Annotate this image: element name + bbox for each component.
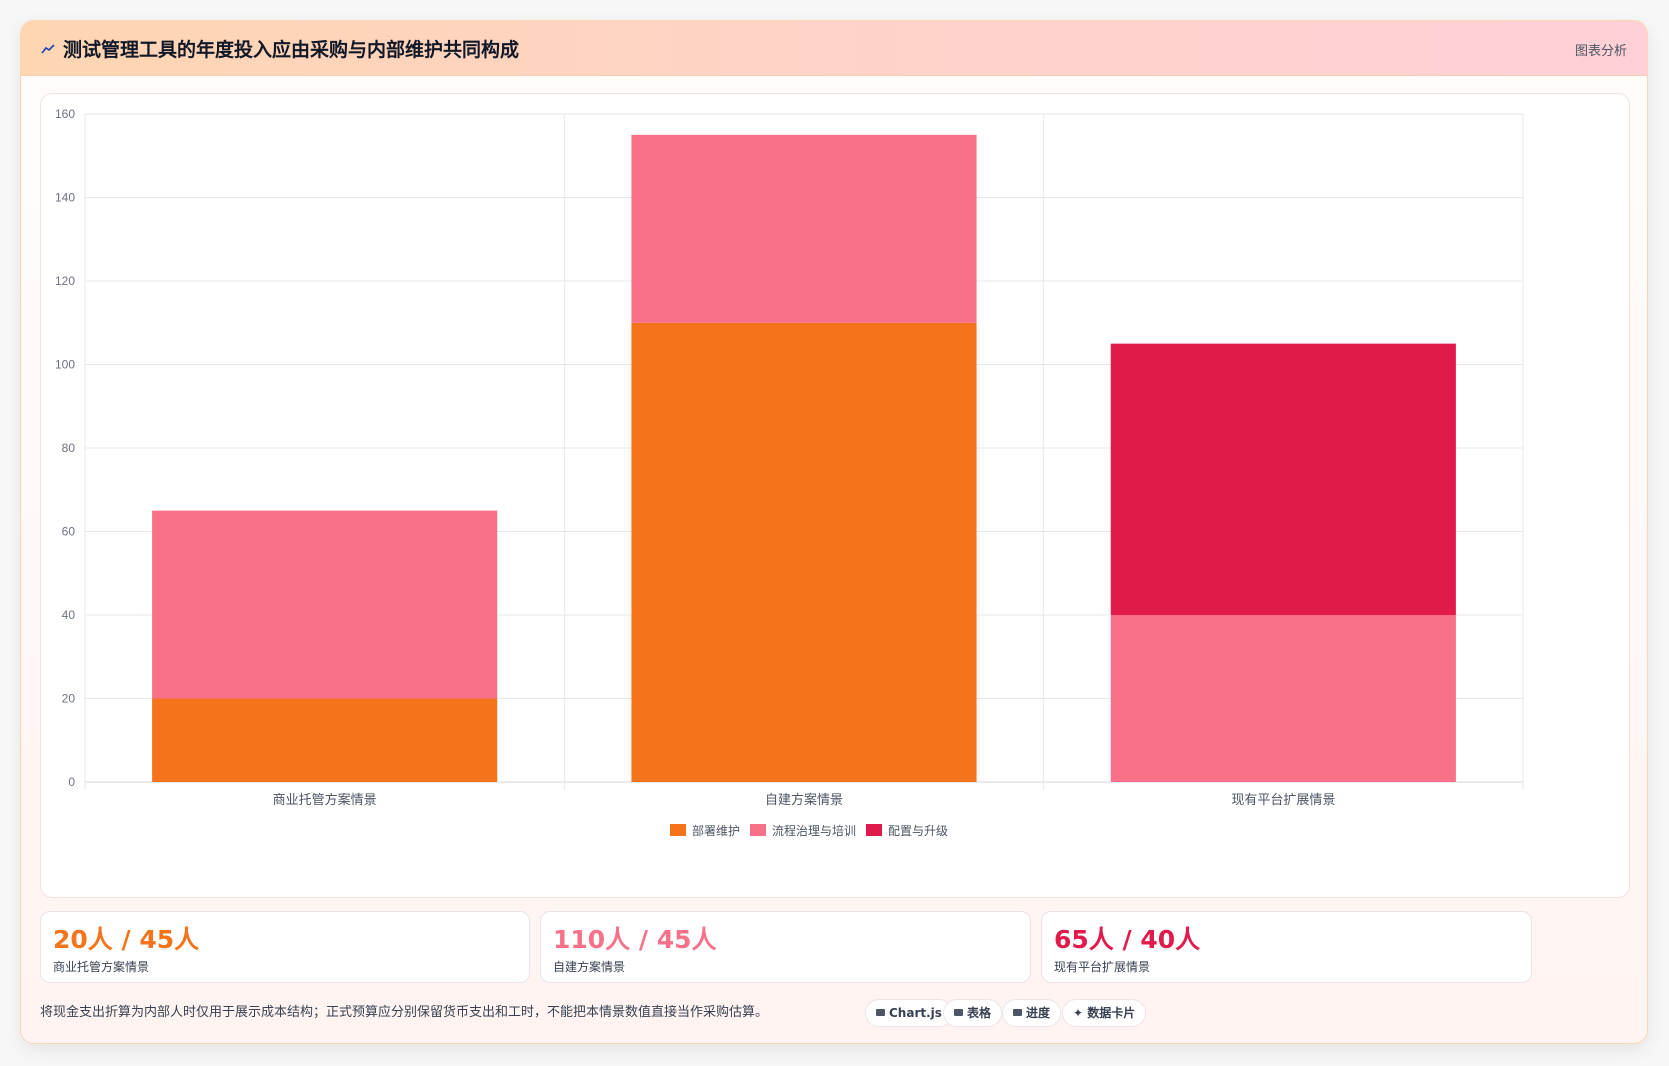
card-header: 测试管理工具的年度投入应由采购与内部维护共同构成 图表分析 bbox=[21, 21, 1647, 76]
y-tick-label: 160 bbox=[55, 107, 75, 121]
bar-segment bbox=[1110, 615, 1456, 782]
bar-segment bbox=[1110, 343, 1456, 615]
x-tick-label: 现有平台扩展情景 bbox=[1231, 792, 1335, 807]
stat-label: 现有平台扩展情景 bbox=[1054, 960, 1151, 974]
y-tick-label: 20 bbox=[62, 692, 76, 706]
x-tick-label: 自建方案情景 bbox=[765, 792, 843, 807]
bar-segment bbox=[152, 698, 498, 782]
chart-card: 测试管理工具的年度投入应由采购与内部维护共同构成 图表分析 0 20 40 60 80 1… bbox=[20, 20, 1648, 1044]
stat-value: 65人 / 40人 bbox=[1054, 925, 1201, 954]
chip-progress[interactable]: 进度 bbox=[1002, 999, 1062, 1027]
bar-segment bbox=[631, 322, 977, 782]
legend-label: 流程治理与培训 bbox=[772, 823, 856, 838]
legend-swatch bbox=[866, 824, 882, 836]
chart-panel: 0 20 40 60 80 100 120 140 160 商业托管方案情景 自建方案情景 现有平台扩… bbox=[40, 93, 1630, 898]
stat-label: 自建方案情景 bbox=[553, 960, 626, 974]
chart-title: 测试管理工具的年度投入应由采购与内部维护共同构成 bbox=[63, 39, 520, 61]
y-tick-label: 80 bbox=[62, 441, 76, 455]
y-tick-label: 140 bbox=[55, 191, 75, 205]
chart-tag: 图表分析 bbox=[1574, 44, 1627, 59]
bar-segment bbox=[631, 134, 977, 323]
y-tick-label: 40 bbox=[62, 608, 76, 622]
legend-swatch bbox=[670, 824, 686, 836]
legend-swatch bbox=[750, 824, 766, 836]
chip-data-card[interactable]: ✦ 数据卡片 bbox=[1062, 999, 1147, 1027]
stat-value: 20人 / 45人 bbox=[53, 925, 200, 954]
stat-label: 商业托管方案情景 bbox=[53, 960, 150, 974]
chart-icon bbox=[876, 1009, 885, 1016]
stat-card-3: 65人 / 40人 现有平台扩展情景 bbox=[1041, 911, 1532, 983]
legend-label: 部署维护 bbox=[692, 823, 740, 838]
y-tick-label: 120 bbox=[55, 274, 75, 288]
stat-card-1: 20人 / 45人 商业托管方案情景 bbox=[40, 911, 530, 983]
y-tick-label: 60 bbox=[62, 525, 76, 539]
footnote: 将现金支出折算为内部人时仅用于展示成本结构；正式预算应分别保留货币支出和工时，不… bbox=[40, 1005, 769, 1020]
bar-segment bbox=[152, 510, 498, 699]
y-tick-label: 0 bbox=[68, 775, 75, 789]
trend-icon bbox=[41, 44, 55, 54]
y-tick-label: 100 bbox=[55, 358, 75, 372]
x-tick-label: 商业托管方案情景 bbox=[273, 792, 377, 807]
stacked-bar-chart: 0 20 40 60 80 100 120 140 160 商业托管方案情景 自建方案情景 现有平台扩… bbox=[55, 107, 1524, 838]
sparkle-icon: ✦ bbox=[1073, 1006, 1088, 1020]
stat-value: 110人 / 45人 bbox=[553, 925, 717, 954]
stat-card-2: 110人 / 45人 自建方案情景 bbox=[540, 911, 1031, 983]
table-icon bbox=[954, 1009, 963, 1016]
chip-table[interactable]: 表格 bbox=[943, 999, 1003, 1027]
progress-icon bbox=[1013, 1009, 1022, 1016]
chip-chartjs[interactable]: Chart.js bbox=[865, 999, 953, 1027]
legend-label: 配置与升级 bbox=[888, 824, 948, 838]
